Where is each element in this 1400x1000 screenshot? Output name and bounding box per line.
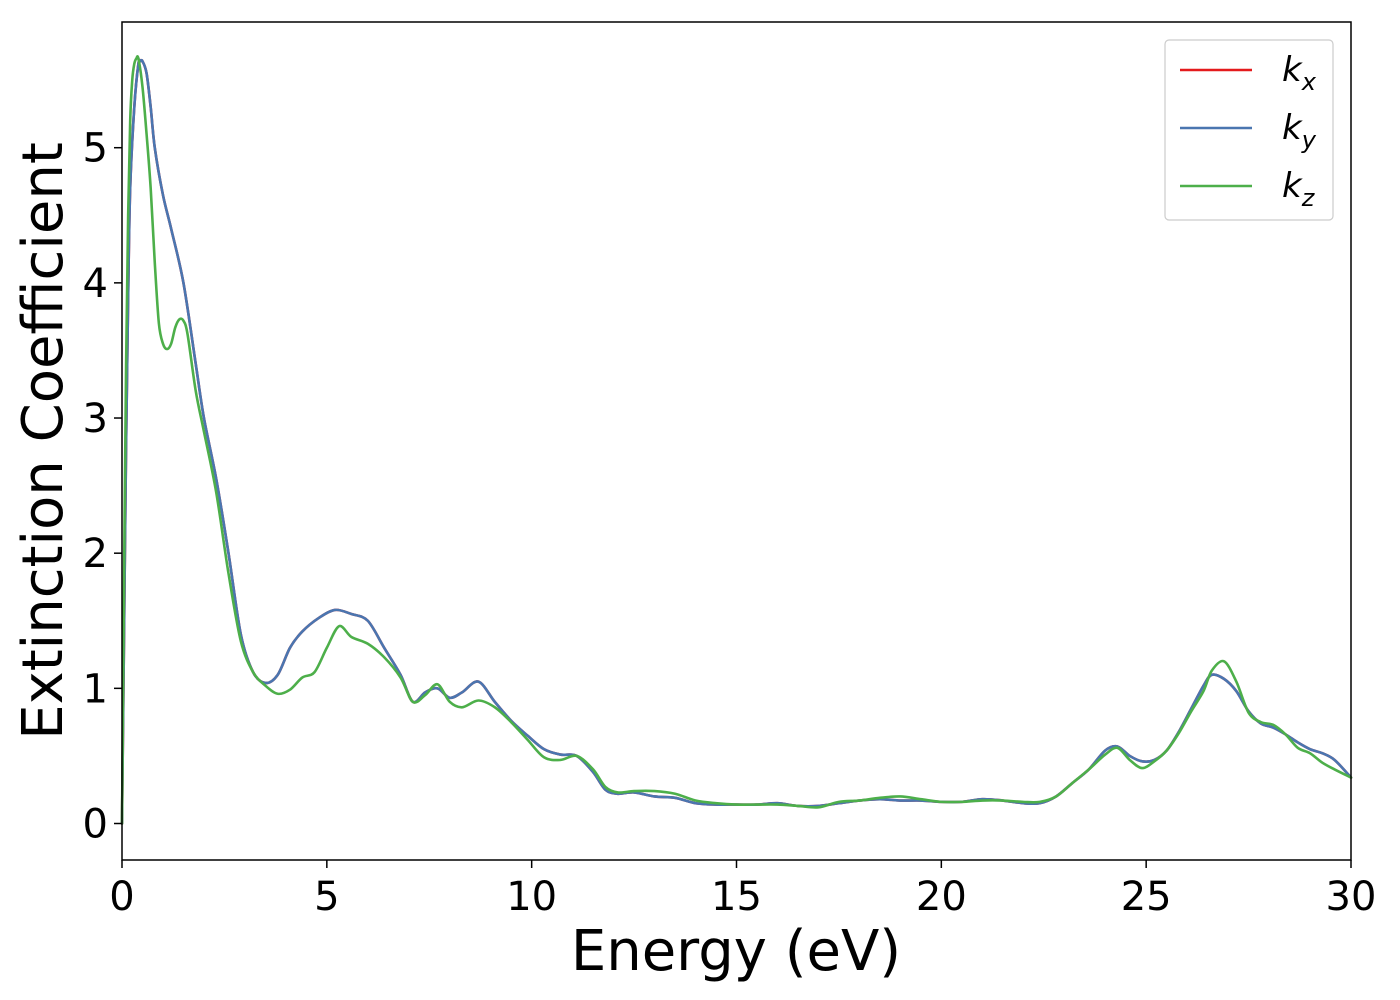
- x-tick-label: 5: [314, 874, 339, 920]
- x-tick-label: 0: [109, 874, 134, 920]
- x-tick-label: 25: [1121, 874, 1172, 920]
- x-tick-label: 30: [1326, 874, 1377, 920]
- y-tick-label: 5: [83, 126, 108, 172]
- y-tick-label: 4: [83, 261, 108, 307]
- y-tick-label: 1: [83, 666, 108, 712]
- series-layer: [120, 54, 1353, 825]
- legend-frame: [1164, 39, 1334, 221]
- legend-label-z: kz: [1282, 166, 1316, 212]
- y-axis-ticks: 0 1 2 3 4 5: [83, 126, 122, 848]
- x-tick-label: 20: [916, 874, 967, 920]
- y-tick-label: 3: [83, 396, 108, 442]
- y-tick-label: 2: [83, 531, 108, 577]
- x-tick-label: 10: [506, 874, 557, 920]
- x-tick-label: 15: [711, 874, 762, 920]
- series-line-z: [120, 54, 1353, 825]
- x-axis-ticks: 0 5 10 15 20 25 30: [109, 860, 1376, 920]
- y-tick-label: 0: [83, 802, 108, 848]
- legend: kx ky kz: [1164, 39, 1334, 221]
- legend-label-y: ky: [1282, 108, 1317, 154]
- legend-label-x: kx: [1282, 50, 1317, 96]
- x-axis-title: Energy (eV): [571, 919, 901, 984]
- y-axis-title: Extinction Coefficient: [11, 142, 76, 740]
